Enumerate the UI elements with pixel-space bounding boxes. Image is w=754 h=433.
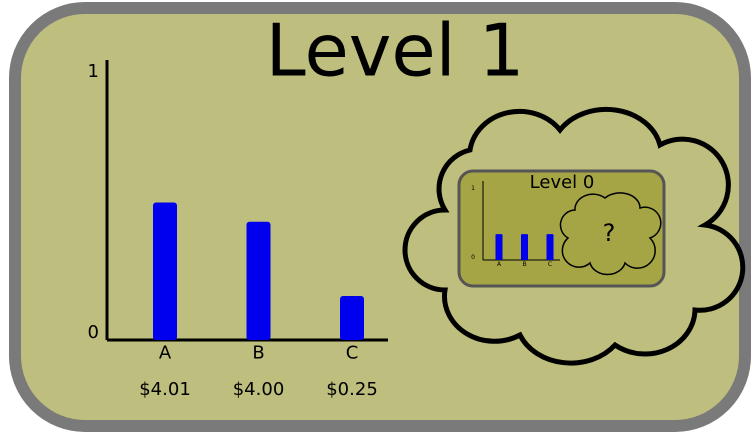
x-tick-label: C xyxy=(548,261,552,268)
y-tick-label: 0 xyxy=(471,254,475,261)
bar xyxy=(246,221,271,340)
bar xyxy=(153,202,177,340)
price-label: $0.25 xyxy=(326,379,378,400)
inner-title: Level 0 xyxy=(530,172,595,193)
question-mark: ? xyxy=(603,219,616,247)
title: Level 1 xyxy=(266,9,525,93)
price-label: $4.01 xyxy=(139,379,191,400)
bar xyxy=(340,296,364,340)
y-tick-label: 1 xyxy=(471,185,475,192)
x-tick-label: C xyxy=(346,343,359,364)
bar xyxy=(521,234,528,260)
x-tick-label: A xyxy=(159,343,172,364)
y-tick-label: 0 xyxy=(88,322,99,343)
bar xyxy=(546,234,554,260)
x-tick-label: B xyxy=(522,261,526,268)
x-tick-label: B xyxy=(252,343,264,364)
inner-cloud xyxy=(559,192,662,276)
x-tick-label: A xyxy=(497,261,502,268)
price-label: $4.00 xyxy=(233,379,285,400)
y-tick-label: 1 xyxy=(88,61,99,82)
bar xyxy=(495,234,503,260)
